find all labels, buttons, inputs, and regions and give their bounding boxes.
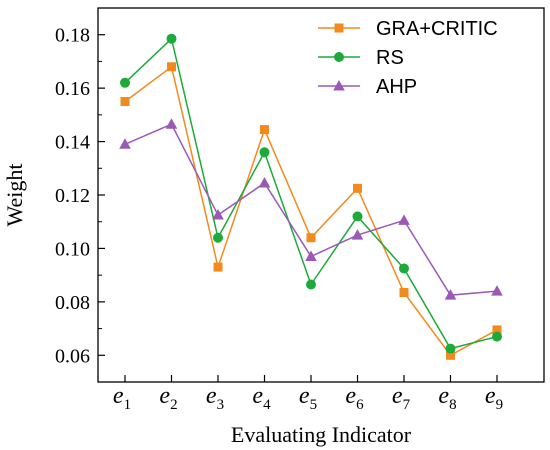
data-point: [258, 176, 271, 188]
y-axis: 0.06 0.08 0.10 0.12 0.14 0.16 0.18: [55, 25, 105, 367]
x-tick-label: e2: [159, 383, 177, 413]
data-point: [259, 147, 270, 158]
legend-item: AHP: [318, 76, 417, 98]
y-tick-label: 0.16: [55, 78, 90, 100]
legend-item: RS: [318, 47, 404, 69]
data-point: [306, 279, 316, 290]
legend-item: GRA+CRITIC: [318, 18, 498, 40]
data-point: [306, 233, 316, 243]
series-line: [124, 123, 498, 296]
data-point: [305, 250, 317, 261]
y-tick-label: 0.08: [55, 292, 90, 314]
legend-label: AHP: [376, 76, 417, 98]
series-gra-critic: [120, 62, 502, 360]
data-point: [119, 138, 131, 149]
data-point: [398, 214, 410, 225]
data-point: [445, 343, 456, 354]
x-tick-label: e4: [252, 383, 271, 413]
data-point: [492, 331, 502, 342]
data-point: [351, 229, 364, 240]
series-ahp: [119, 118, 503, 300]
data-point: [213, 232, 223, 243]
x-tick-label: e3: [206, 383, 224, 413]
data-point: [212, 209, 224, 220]
series-layer: [119, 33, 503, 360]
series-line: [124, 37, 498, 350]
data-point: [399, 263, 409, 274]
legend-label: GRA+CRITIC: [376, 18, 498, 40]
plot-frame: [97, 7, 545, 383]
data-point: [399, 288, 409, 298]
y-tick-label: 0.12: [55, 185, 90, 207]
y-tick-label: 0.18: [55, 25, 90, 47]
legend-swatch-marker: [334, 52, 344, 62]
x-tick-label: e9: [485, 383, 503, 413]
legend: GRA+CRITIC RS AHP: [318, 18, 498, 98]
data-point: [260, 125, 269, 135]
x-axis: e1 e2 e3 e4 e5 e6 e7 e8 e9: [113, 375, 503, 413]
legend-swatch-marker: [334, 23, 344, 33]
data-point: [353, 183, 362, 193]
data-point: [444, 289, 457, 300]
x-tick-label: e5: [299, 383, 317, 413]
x-axis-label: Evaluating Indicator: [231, 422, 412, 447]
data-point: [167, 62, 176, 72]
x-tick-label: e7: [392, 383, 411, 413]
data-point: [446, 350, 455, 360]
legend-swatch-marker: [333, 80, 345, 91]
y-axis-label: Weight: [2, 164, 27, 227]
x-tick-label: e6: [345, 383, 364, 413]
series-line: [124, 65, 498, 357]
y-tick-label: 0.14: [55, 132, 90, 154]
data-point: [120, 97, 130, 106]
legend-label: RS: [376, 47, 404, 69]
data-point: [166, 33, 177, 44]
data-point: [165, 118, 178, 129]
data-point: [492, 325, 502, 335]
data-point: [213, 262, 223, 272]
x-tick-label: e1: [113, 383, 131, 413]
x-tick-label: e8: [438, 383, 456, 413]
y-tick-label: 0.10: [55, 238, 90, 260]
y-tick-label: 0.06: [55, 345, 90, 367]
data-point: [120, 77, 130, 88]
series-rs: [120, 33, 502, 354]
data-point: [491, 285, 503, 296]
data-point: [352, 211, 363, 222]
